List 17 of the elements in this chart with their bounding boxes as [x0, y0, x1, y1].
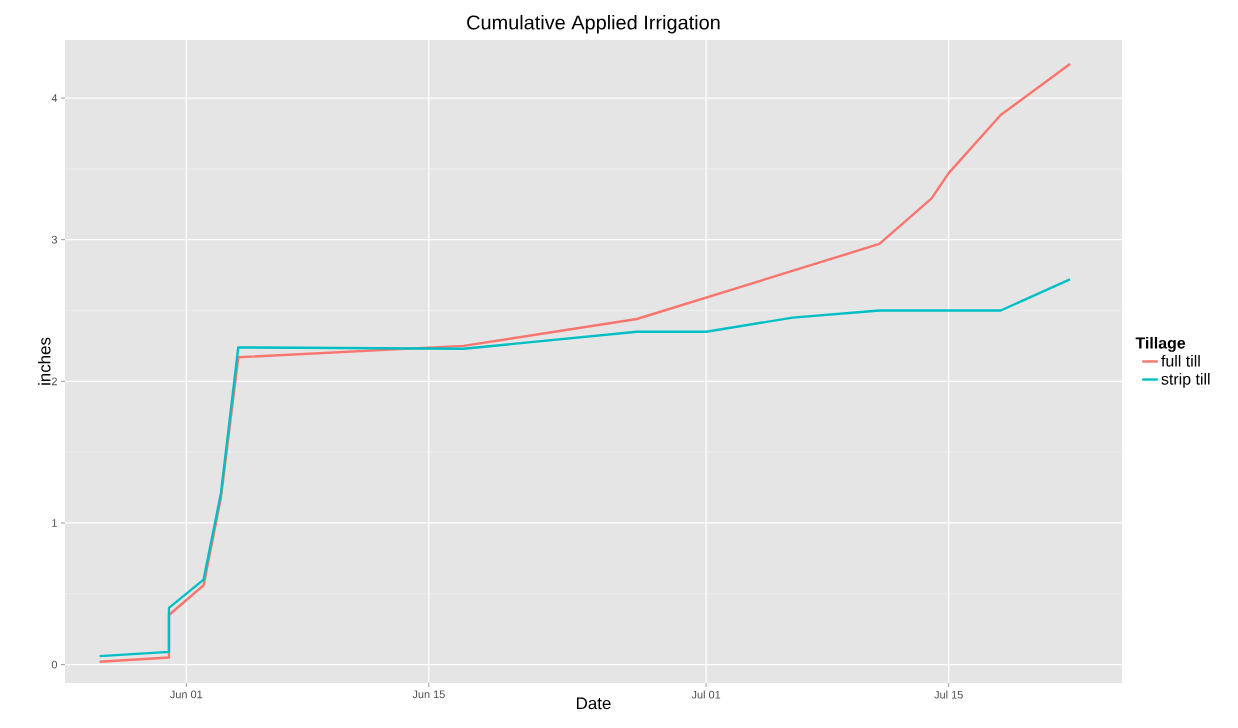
x-tick-label: Jun 15 [412, 690, 445, 699]
line-series [98, 278, 1072, 658]
y-tick-label: 0 [51, 660, 58, 669]
legend-title: Tillage [1135, 336, 1186, 352]
x-tick-label: Jul 15 [934, 690, 963, 699]
chart-title: Cumulative Applied Irrigation [467, 14, 720, 34]
line-series [98, 62, 1072, 663]
y-tick-label: 3 [51, 235, 57, 244]
y-axis-title: inches [38, 337, 51, 385]
x-tick-label: Jun 01 [170, 690, 203, 699]
y-tick-label: 4 [51, 94, 58, 102]
legend-label: strip till [1161, 373, 1210, 388]
x-axis-title: Date [576, 697, 611, 710]
legend-label: full till [1161, 354, 1200, 367]
y-tick-label: 2 [51, 377, 57, 386]
y-tick-label: 1 [52, 519, 57, 527]
x-tick-label: Jul 01 [691, 690, 721, 699]
